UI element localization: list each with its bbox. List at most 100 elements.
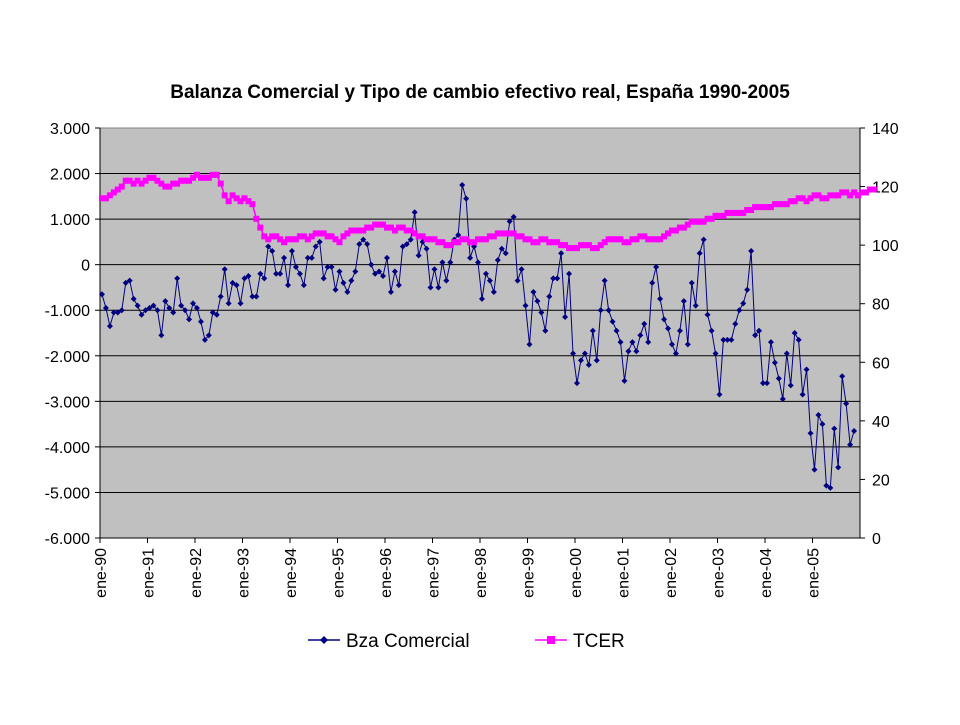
data-point-bza-comercial bbox=[435, 284, 442, 291]
data-point-bza-comercial bbox=[193, 304, 200, 311]
data-point-tcer bbox=[609, 236, 616, 243]
data-point-tcer bbox=[174, 180, 181, 187]
data-point-bza-comercial bbox=[573, 380, 580, 387]
data-point-bza-comercial bbox=[312, 243, 319, 250]
y2-tick-label: 140 bbox=[872, 121, 899, 138]
data-point-tcer bbox=[771, 201, 778, 208]
data-point-tcer bbox=[637, 233, 644, 240]
data-point-tcer bbox=[562, 242, 569, 249]
data-point-bza-comercial bbox=[847, 441, 854, 448]
data-point-bza-comercial bbox=[459, 181, 466, 188]
data-point-tcer bbox=[249, 201, 256, 208]
data-point-bza-comercial bbox=[281, 254, 288, 261]
data-point-tcer bbox=[827, 192, 834, 199]
data-point-tcer bbox=[316, 230, 323, 237]
data-point-tcer bbox=[431, 236, 438, 243]
data-point-tcer bbox=[665, 230, 672, 237]
data-point-tcer bbox=[106, 192, 113, 199]
data-point-bza-comercial bbox=[637, 332, 644, 339]
data-point-bza-comercial bbox=[740, 300, 747, 307]
data-point-tcer bbox=[285, 236, 292, 243]
data-point-bza-comercial bbox=[649, 279, 656, 286]
data-point-tcer bbox=[344, 230, 351, 237]
data-point-bza-comercial bbox=[154, 307, 161, 314]
data-point-bza-comercial bbox=[617, 339, 624, 346]
data-point-bza-comercial bbox=[463, 195, 470, 202]
data-point-bza-comercial bbox=[506, 218, 513, 225]
y-tick-label: 0 bbox=[81, 258, 90, 275]
data-point-bza-comercial bbox=[320, 275, 327, 282]
data-point-bza-comercial bbox=[767, 339, 774, 346]
data-point-tcer bbox=[372, 221, 379, 228]
data-point-bza-comercial bbox=[530, 289, 537, 295]
data-point-bza-comercial bbox=[352, 268, 359, 275]
data-point-tcer bbox=[471, 239, 478, 246]
data-point-bza-comercial bbox=[229, 279, 236, 286]
data-point-bza-comercial bbox=[827, 484, 834, 491]
data-point-bza-comercial bbox=[368, 261, 375, 268]
data-point-bza-comercial bbox=[257, 270, 264, 277]
x-tick-label: ene-04 bbox=[758, 548, 775, 598]
data-point-tcer bbox=[190, 174, 197, 181]
data-point-tcer bbox=[383, 224, 390, 231]
data-point-bza-comercial bbox=[851, 427, 858, 434]
data-point-tcer bbox=[653, 236, 660, 243]
data-point-tcer bbox=[154, 177, 161, 184]
axes: 3.000 2.000 1.000 0 -1.000 -2.000 -3.000 -4.000… bbox=[45, 121, 899, 598]
data-point-bza-comercial bbox=[364, 241, 371, 248]
data-point-tcer bbox=[732, 209, 739, 216]
y2-tick-label: 0 bbox=[872, 531, 881, 548]
data-point-tcer bbox=[308, 233, 315, 240]
data-point-tcer bbox=[376, 221, 383, 228]
data-point-tcer bbox=[835, 192, 842, 199]
data-point-bza-comercial bbox=[490, 289, 497, 295]
data-point-bza-comercial bbox=[585, 361, 592, 368]
data-point-bza-comercial bbox=[114, 309, 121, 316]
x-tick-label: ene-90 bbox=[93, 548, 110, 598]
data-point-tcer bbox=[550, 239, 557, 246]
data-point-tcer bbox=[221, 192, 228, 199]
series-layer bbox=[98, 171, 877, 491]
data-point-tcer bbox=[126, 177, 133, 184]
data-point-bza-comercial bbox=[558, 250, 565, 257]
data-point-bza-comercial bbox=[98, 291, 105, 298]
data-point-bza-comercial bbox=[589, 327, 596, 334]
data-point-bza-comercial bbox=[494, 257, 501, 264]
data-point-bza-comercial bbox=[233, 282, 240, 289]
data-point-bza-comercial bbox=[597, 307, 604, 314]
data-point-tcer bbox=[324, 233, 331, 240]
data-point-tcer bbox=[823, 195, 830, 202]
data-point-bza-comercial bbox=[328, 263, 335, 270]
data-point-tcer bbox=[866, 186, 873, 193]
data-point-bza-comercial bbox=[344, 289, 351, 295]
data-point-bza-comercial bbox=[748, 248, 755, 254]
data-point-bza-comercial bbox=[708, 327, 715, 334]
legend-marker-bza-comercial bbox=[320, 636, 328, 644]
data-point-tcer bbox=[352, 227, 359, 234]
data-point-tcer bbox=[178, 177, 185, 184]
data-point-bza-comercial bbox=[665, 325, 672, 332]
data-point-tcer bbox=[629, 236, 636, 243]
data-point-tcer bbox=[312, 230, 319, 237]
data-point-bza-comercial bbox=[130, 295, 137, 302]
data-point-bza-comercial bbox=[118, 307, 125, 314]
data-point-tcer bbox=[779, 201, 786, 208]
data-point-tcer bbox=[162, 183, 169, 190]
data-point-tcer bbox=[506, 230, 513, 237]
data-point-tcer bbox=[514, 233, 521, 240]
data-point-bza-comercial bbox=[308, 254, 315, 261]
data-point-bza-comercial bbox=[316, 238, 323, 245]
data-point-bza-comercial bbox=[791, 330, 798, 336]
data-point-bza-comercial bbox=[261, 275, 268, 282]
data-point-tcer bbox=[233, 195, 240, 202]
data-point-bza-comercial bbox=[403, 241, 410, 248]
legend-label-bza-comercial: Bza Comercial bbox=[346, 631, 470, 652]
data-point-tcer bbox=[573, 245, 580, 252]
data-point-tcer bbox=[142, 177, 149, 184]
data-point-bza-comercial bbox=[277, 270, 284, 277]
data-point-bza-comercial bbox=[633, 348, 640, 355]
data-point-bza-comercial bbox=[174, 275, 181, 282]
data-point-bza-comercial bbox=[704, 311, 711, 318]
data-point-tcer bbox=[692, 218, 699, 225]
